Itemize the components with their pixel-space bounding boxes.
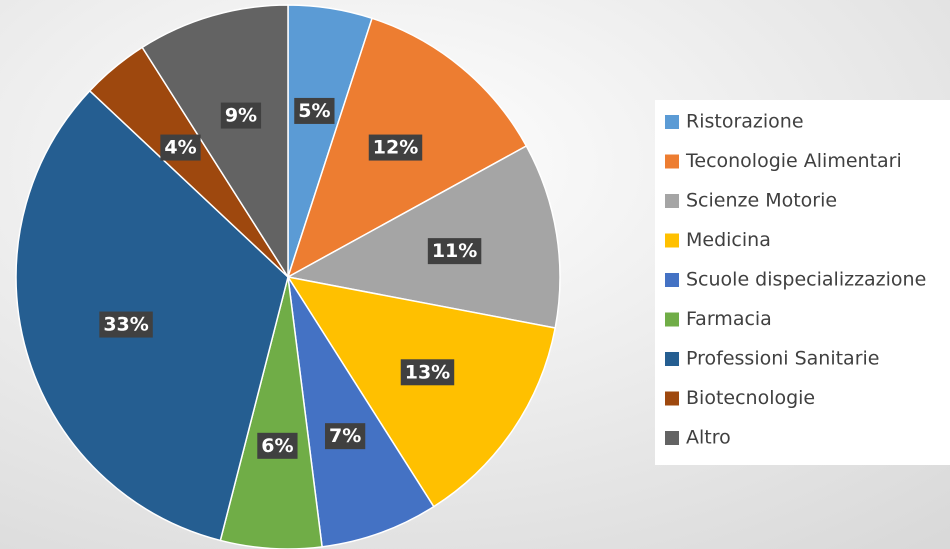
legend-label: Scienze Motorie <box>686 190 837 212</box>
pie-slice <box>287 276 435 548</box>
legend-label: Altro <box>686 427 731 449</box>
legend-swatch <box>665 431 679 445</box>
data-label: 12% <box>373 137 418 159</box>
data-label: 9% <box>225 105 257 127</box>
legend-swatch <box>665 391 679 406</box>
data-label: 4% <box>164 137 196 159</box>
legend-label: Teconologie Alimentari <box>685 150 902 172</box>
legend-box <box>655 100 950 465</box>
data-label: 11% <box>432 240 477 262</box>
legend-label: Farmacia <box>686 308 772 330</box>
data-label: 13% <box>405 361 450 383</box>
legend-swatch <box>665 273 679 287</box>
label-box <box>324 423 366 450</box>
label-box <box>427 238 482 265</box>
legend-label: Biotecnologie <box>686 387 815 409</box>
label-box <box>220 102 262 129</box>
data-label: 5% <box>298 100 330 122</box>
legend-swatch <box>665 312 679 327</box>
legend-label: Professioni Sanitarie <box>686 348 879 370</box>
label-box <box>294 97 335 124</box>
legend-swatch <box>665 115 679 129</box>
legend-label: Ristorazione <box>686 111 804 133</box>
legend-swatch <box>665 352 679 366</box>
legend-swatch <box>665 154 679 169</box>
legend-swatch <box>665 233 679 248</box>
legend-swatch <box>665 194 679 208</box>
label-box <box>160 134 201 161</box>
label-box <box>400 359 455 386</box>
label-box <box>368 134 423 161</box>
pie-slice <box>285 144 561 329</box>
legend-label: Scuole dispecializzazione <box>686 269 926 291</box>
label-box <box>99 311 153 338</box>
data-label: 33% <box>103 314 148 336</box>
data-label: 6% <box>261 435 293 457</box>
label-box <box>257 432 298 459</box>
pie-slice <box>141 4 289 280</box>
pie-slice <box>286 275 557 508</box>
data-label: 7% <box>329 425 361 447</box>
legend-label: Medicina <box>686 229 771 251</box>
